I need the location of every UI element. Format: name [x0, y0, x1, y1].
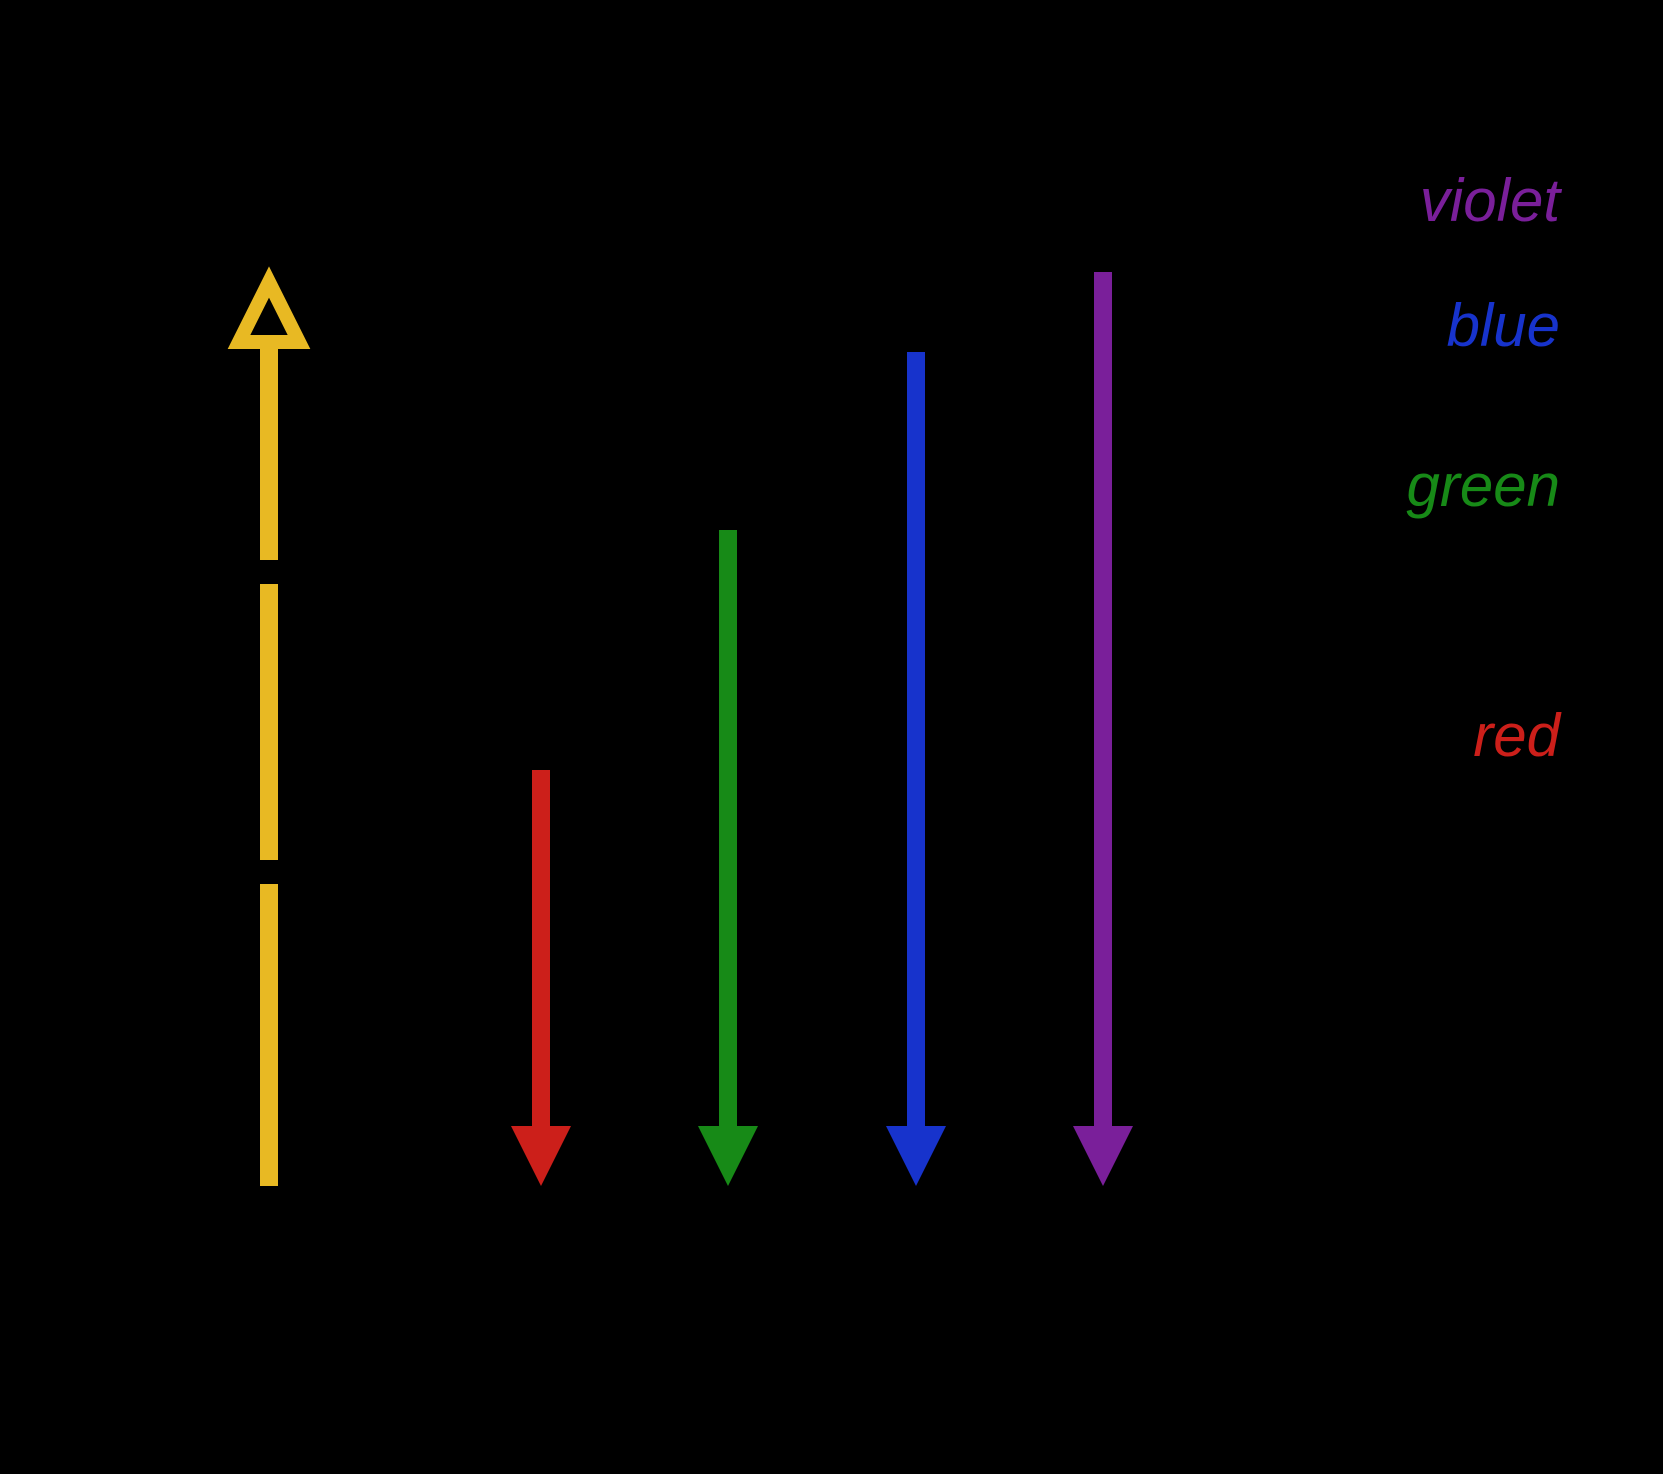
label-violet: violet: [1420, 167, 1562, 234]
label-red: red: [1473, 702, 1561, 769]
emission-arrow-blue-shaft: [907, 352, 925, 1126]
excitation-arrow-segment: [260, 342, 278, 560]
emission-arrow-red-shaft: [532, 770, 550, 1126]
excitation-arrow-segment: [260, 884, 278, 1186]
background: [0, 0, 1663, 1474]
emission-arrow-green-shaft: [719, 530, 737, 1126]
label-blue: blue: [1447, 292, 1560, 359]
label-green: green: [1407, 452, 1560, 519]
dash-gap-tick: [247, 565, 291, 579]
excitation-arrow-segment: [260, 584, 278, 860]
dash-gap-tick: [247, 865, 291, 879]
emission-arrow-violet-shaft: [1094, 272, 1112, 1126]
